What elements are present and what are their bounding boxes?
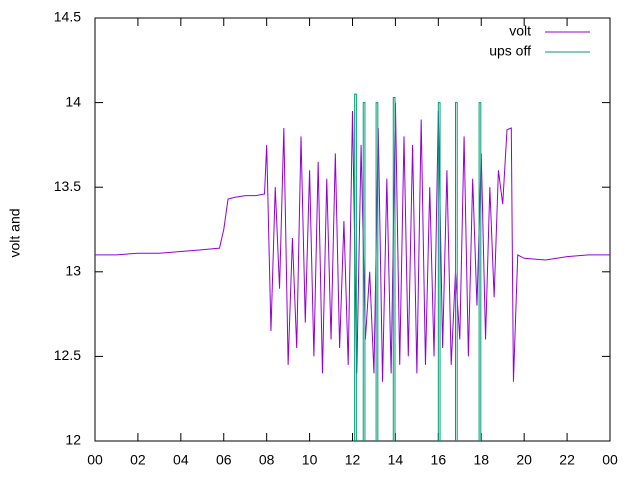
x-tick-label: 06 — [216, 452, 232, 468]
x-tick-label: 02 — [130, 452, 146, 468]
x-tick-label: 00 — [602, 452, 618, 468]
x-tick-label: 12 — [345, 452, 361, 468]
series-line — [95, 102, 610, 382]
x-tick-label: 18 — [473, 452, 489, 468]
y-tick-label: 13 — [65, 263, 81, 279]
x-tick-label: 16 — [431, 452, 447, 468]
y-tick-label: 14.5 — [54, 9, 81, 25]
y-axis-label: volt and — [7, 208, 23, 257]
x-tick-label: 22 — [559, 452, 575, 468]
y-tick-label: 12.5 — [54, 347, 81, 363]
y-tick-label: 14 — [65, 93, 81, 109]
x-tick-label: 20 — [516, 452, 532, 468]
x-tick-label: 04 — [173, 452, 189, 468]
x-tick-label: 00 — [87, 452, 103, 468]
plot-frame — [94, 17, 611, 442]
legend-label: volt — [509, 23, 531, 39]
y-tick-label: 12 — [65, 432, 81, 448]
x-tick-label: 14 — [388, 452, 404, 468]
legend-label: ups off — [489, 43, 531, 59]
x-tick-label: 08 — [259, 452, 275, 468]
x-tick-label: 10 — [302, 452, 318, 468]
series-line — [354, 93, 482, 441]
y-tick-label: 13.5 — [54, 178, 81, 194]
